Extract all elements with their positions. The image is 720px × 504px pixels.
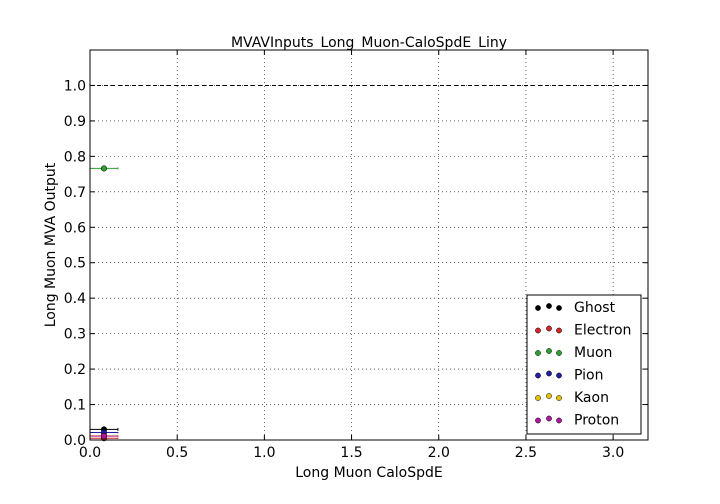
legend-label: Pion (574, 368, 603, 384)
y-tick-label: 0.3 (64, 327, 86, 343)
legend-marker (535, 350, 541, 356)
legend-marker (546, 393, 552, 399)
legend-marker (535, 417, 541, 424)
legend-marker (546, 415, 552, 422)
legend-marker (546, 325, 552, 332)
y-axis-label: Long Muon MVA Output (43, 162, 59, 327)
legend-marker (556, 395, 562, 401)
legend-marker (556, 305, 562, 311)
legend-marker (535, 395, 541, 401)
y-tick-label: 0.8 (64, 149, 86, 165)
x-tick-label: 1.0 (253, 445, 275, 461)
legend: Ghost Electron Muon Pion Kaon Proton (526, 294, 642, 435)
legend-label: Kaon (574, 390, 609, 406)
y-tick-label: 0.4 (64, 291, 86, 307)
y-tick-label: 0.0 (64, 433, 86, 449)
legend-entry-electron: Electron (535, 323, 631, 339)
x-axis-label: Long Muon CaloSpdE (295, 465, 443, 481)
legend-entry-kaon: Kaon (535, 390, 609, 406)
y-tick-label: 0.5 (64, 256, 86, 272)
legend-marker (535, 305, 541, 311)
legend-label: Ghost (574, 300, 616, 316)
x-tick-label: 2.0 (428, 445, 450, 461)
y-tick-label: 0.9 (64, 114, 86, 130)
data-point (100, 433, 107, 440)
x-tick-label: 1.5 (340, 445, 362, 461)
axis-ticks: 0.0 0.5 1.0 1.5 2.0 2.5 3.0 0.0 0.1 0.2 0.3 0.4 0.5 0… (64, 50, 648, 461)
x-tick-label: 2.5 (515, 445, 537, 461)
legend-entry-ghost: Ghost (535, 300, 616, 316)
y-tick-label: 1.0 (64, 78, 86, 94)
legend-marker (546, 348, 552, 354)
data-point (100, 165, 107, 172)
legend-marker (556, 327, 562, 334)
legend-box (526, 294, 642, 435)
x-tick-label: 0.5 (166, 445, 188, 461)
legend-label: Proton (574, 413, 619, 429)
legend-label: Muon (574, 345, 612, 361)
legend-marker (535, 372, 541, 379)
plot-area-frame (89, 49, 649, 441)
chart-title: MVAVInputs_Long_Muon-CaloSpdE_Liny (231, 35, 507, 51)
legend-marker (546, 370, 552, 377)
legend-marker (556, 417, 562, 424)
y-tick-label: 0.6 (64, 220, 86, 236)
y-tick-label: 0.7 (64, 185, 86, 201)
legend-entry-pion: Pion (535, 368, 603, 384)
legend-marker (556, 372, 562, 379)
legend-label: Electron (574, 323, 631, 339)
y-tick-label: 0.1 (64, 398, 86, 414)
legend-marker (556, 350, 562, 356)
legend-entry-proton: Proton (535, 413, 619, 429)
legend-marker (546, 303, 552, 309)
x-tick-label: 0.0 (79, 445, 101, 461)
legend-entry-muon: Muon (535, 345, 612, 361)
legend-marker (535, 327, 541, 334)
x-tick-label: 3.0 (602, 445, 624, 461)
y-tick-label: 0.2 (64, 362, 86, 378)
